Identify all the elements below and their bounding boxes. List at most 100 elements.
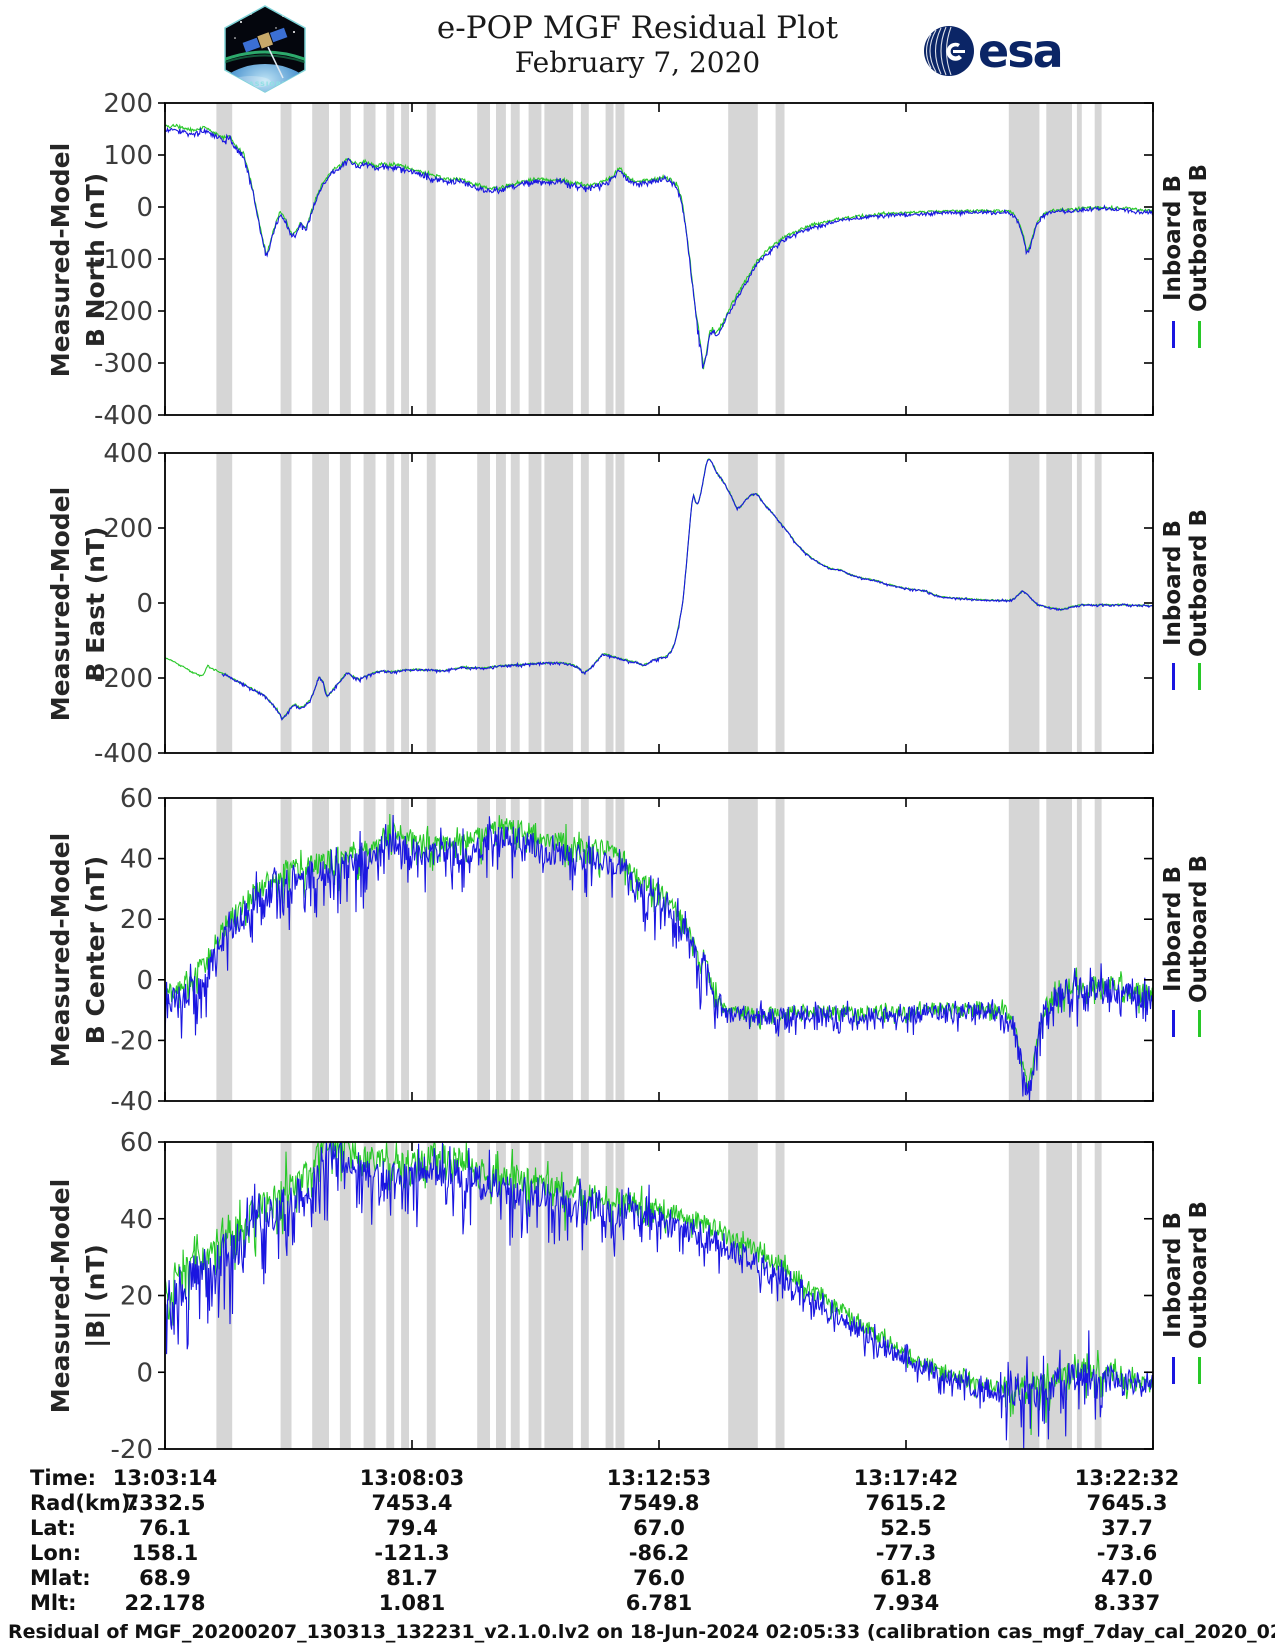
data-gap-band	[339, 798, 351, 1101]
table-cell: 13:08:03	[359, 1466, 465, 1490]
data-gap-band	[339, 1142, 351, 1449]
data-gap-band	[496, 103, 506, 415]
data-gap-band	[426, 453, 436, 753]
data-gap-band	[426, 1142, 436, 1449]
table-cell: 22.178	[124, 1591, 206, 1615]
y-tick-label: 40	[120, 845, 153, 875]
data-gap-band	[775, 798, 785, 1101]
data-gap-band	[615, 453, 625, 753]
data-gap-band	[510, 103, 520, 415]
data-gap-band	[605, 453, 614, 753]
data-gap-band	[728, 1142, 758, 1449]
esa-globe-icon	[924, 26, 974, 76]
legend-marker-inboard	[1172, 1010, 1175, 1038]
data-gap-band	[580, 1142, 589, 1449]
table-row-label: Rad(km):	[30, 1491, 139, 1515]
data-gap-band	[401, 1142, 409, 1449]
data-gap-band	[280, 103, 292, 415]
table-row-label: Lon:	[30, 1541, 82, 1565]
inboard-b-series	[164, 814, 1154, 1101]
data-gap-band	[1076, 453, 1082, 753]
y-tick-label: 200	[103, 89, 153, 119]
data-gap-band	[280, 798, 292, 1101]
data-gap-band	[510, 1142, 520, 1449]
legend-marker-outboard	[1198, 1356, 1201, 1384]
table-cell: 79.4	[386, 1516, 438, 1540]
data-gap-band	[615, 103, 625, 415]
data-gap-band	[1008, 453, 1040, 753]
data-gap-band	[339, 103, 351, 415]
data-gap-band	[1046, 103, 1072, 415]
data-gap-band	[1094, 798, 1102, 1101]
y-tick-label: -400	[94, 401, 153, 431]
data-gap-band	[528, 798, 542, 1101]
data-gap-band	[363, 1142, 376, 1449]
data-gap-band	[363, 103, 376, 415]
data-gap-band	[363, 798, 376, 1101]
data-gap-band	[363, 453, 376, 753]
data-gap-band	[216, 453, 233, 753]
data-gap-band	[477, 103, 490, 415]
data-gap-band	[216, 103, 233, 415]
table-cell: 1.081	[378, 1591, 446, 1615]
outboard-b-series	[164, 123, 1154, 370]
data-gap-band	[528, 103, 542, 415]
data-gap-band	[401, 453, 409, 753]
table-cell: 158.1	[131, 1541, 199, 1565]
plot-title: e-POP MGF Residual Plot	[436, 10, 839, 46]
table-cell: 8.337	[1093, 1591, 1161, 1615]
data-gap-band	[728, 798, 758, 1101]
table-cell: 47.0	[1101, 1566, 1153, 1590]
data-gap-band	[477, 453, 490, 753]
table-cell: 7549.8	[618, 1491, 700, 1515]
data-gap-band	[1008, 103, 1040, 415]
data-gap-band	[605, 1142, 614, 1449]
table-cell: 7615.2	[865, 1491, 947, 1515]
data-gap-band	[280, 453, 292, 753]
page-title: e-POP MGF Residual Plot February 7, 2020	[0, 10, 1275, 80]
table-cell: -73.6	[1096, 1541, 1158, 1565]
y-tick-label: 60	[120, 784, 153, 814]
data-gap-band	[615, 1142, 625, 1449]
data-gap-band	[605, 103, 614, 415]
table-cell: -86.2	[628, 1541, 690, 1565]
data-gap-band	[386, 103, 395, 415]
data-gap-band	[528, 1142, 542, 1449]
data-gap-band	[496, 1142, 506, 1449]
ylabel-b-center: Measured-Model B Center (nT)	[46, 832, 110, 1068]
inboard-b-series	[221, 458, 1154, 721]
data-gap-band	[510, 798, 520, 1101]
legend-marker-outboard	[1198, 663, 1201, 690]
y-tick-label: 200	[103, 514, 153, 544]
data-gap-band	[477, 1142, 490, 1449]
esa-wordmark: esa	[978, 24, 1064, 78]
table-cell: 13:17:42	[853, 1466, 959, 1490]
inboard-b-series	[164, 126, 1154, 369]
table-cell: 67.0	[633, 1516, 685, 1540]
plot-date: February 7, 2020	[514, 46, 761, 79]
data-gap-band	[580, 798, 589, 1101]
legend-marker-inboard	[1172, 1356, 1175, 1384]
y-tick-label: -100	[94, 245, 153, 275]
table-cell: 37.7	[1101, 1516, 1153, 1540]
data-gap-band	[728, 103, 758, 415]
data-gap-band	[386, 798, 395, 1101]
data-gap-band	[775, 1142, 785, 1449]
y-tick-label: 40	[120, 1205, 153, 1235]
table-cell: 61.8	[880, 1566, 932, 1590]
data-gap-band	[386, 1142, 395, 1449]
table-cell: -77.3	[875, 1541, 937, 1565]
data-gap-band	[312, 103, 329, 415]
satellite-icon	[242, 27, 288, 53]
y-tick-label: -200	[94, 664, 153, 694]
data-gap-band	[216, 798, 233, 1101]
y-tick-label: -200	[94, 297, 153, 327]
data-gap-band	[426, 103, 436, 415]
y-tick-label: -20	[111, 1026, 153, 1056]
y-tick-label: 0	[136, 966, 153, 996]
data-gap-band	[280, 1142, 292, 1449]
table-cell: 7.934	[872, 1591, 940, 1615]
y-tick-label: -20	[111, 1435, 153, 1465]
